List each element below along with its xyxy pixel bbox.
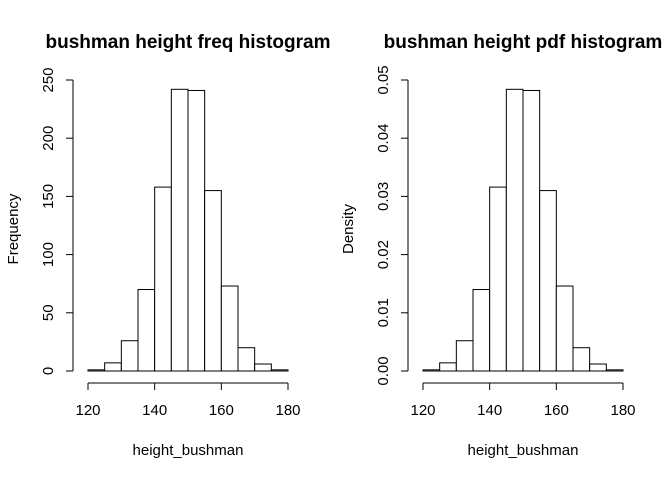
pdf-bar (422, 369, 441, 372)
pdf-bar (455, 340, 474, 372)
freq-bar (204, 190, 222, 372)
freq-y-axis: 0 50 100 150 200 250 (40, 67, 74, 375)
freq-y-tick-label: 0 (40, 367, 57, 375)
pdf-bar (472, 289, 491, 372)
freq-y-tick-label: 150 (40, 184, 57, 209)
pdf-x-tick-label: 160 (544, 402, 569, 419)
pdf-bar (605, 369, 624, 372)
freq-histogram-panel: bushman height freq histogram height_bus… (5, 32, 331, 459)
freq-x-axis-label: height_bushman (133, 442, 244, 459)
freq-x-axis: 120 140 160 180 (75, 382, 301, 419)
pdf-x-axis-label: height_bushman (468, 442, 579, 459)
pdf-bars (422, 88, 624, 372)
pdf-histogram-title: bushman height pdf histogram (384, 32, 663, 53)
freq-histogram-title: bushman height freq histogram (45, 32, 330, 53)
freq-bar (170, 88, 189, 372)
pdf-y-tick-label: 0.01 (375, 298, 392, 327)
freq-bar (154, 186, 172, 372)
pdf-histogram-panel: bushman height pdf histogram height_bush… (340, 32, 662, 459)
freq-bar (270, 369, 289, 372)
pdf-x-tick-label: 140 (477, 402, 502, 419)
freq-bar (120, 340, 139, 372)
pdf-y-axis: 0.00 0.01 0.02 0.03 0.04 0.05 (375, 65, 409, 386)
pdf-y-axis-label: Density (340, 203, 357, 254)
freq-y-axis-label: Frequency (5, 193, 22, 264)
pdf-y-tick-label: 0.00 (375, 356, 392, 385)
freq-y-tick-label: 100 (40, 242, 57, 267)
pdf-bar (572, 347, 591, 372)
pdf-bar (505, 88, 524, 372)
pdf-y-tick-label: 0.04 (375, 124, 392, 153)
freq-x-tick-label: 180 (275, 402, 300, 419)
pdf-bar (489, 186, 507, 372)
freq-y-tick-label: 250 (40, 67, 57, 92)
freq-y-tick-label: 200 (40, 126, 57, 151)
pdf-x-axis: 120 140 160 180 (410, 382, 636, 419)
freq-bar (237, 347, 256, 372)
pdf-bar (589, 363, 607, 372)
freq-x-tick-label: 120 (75, 402, 100, 419)
freq-bar (104, 362, 122, 372)
pdf-x-tick-label: 180 (610, 402, 635, 419)
pdf-bar (539, 190, 557, 372)
freq-bar (220, 285, 239, 372)
pdf-y-tick-label: 0.02 (375, 240, 392, 269)
freq-bar (187, 89, 206, 372)
pdf-y-tick-label: 0.05 (375, 65, 392, 94)
pdf-y-tick-label: 0.03 (375, 182, 392, 211)
freq-y-tick-label: 50 (40, 304, 57, 321)
freq-bar (254, 363, 272, 372)
pdf-bar (439, 362, 457, 372)
freq-bar (137, 289, 156, 372)
pdf-bar (555, 285, 574, 372)
freq-x-tick-label: 160 (209, 402, 234, 419)
freq-bar (87, 369, 106, 372)
freq-bars (87, 88, 289, 372)
pdf-x-tick-label: 120 (410, 402, 435, 419)
freq-x-tick-label: 140 (142, 402, 167, 419)
pdf-bar (522, 89, 541, 372)
